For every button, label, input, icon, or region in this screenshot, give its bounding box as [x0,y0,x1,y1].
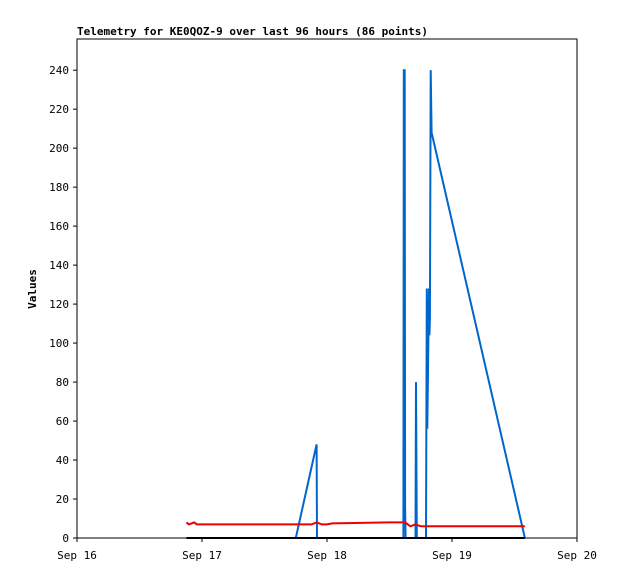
y-tick-label: 60 [56,415,69,428]
x-axis-ticks: Sep 16 Sep 17 Sep 18 Sep 19 Sep 20 [57,538,597,562]
y-tick-label: 120 [49,298,69,311]
y-tick-label: 20 [56,493,69,506]
y-tick-label: 180 [49,181,69,194]
y-tick-label: 100 [49,337,69,350]
y-tick-label: 240 [49,64,69,77]
y-axis-ticks: 0 20 40 60 80 100 120 140 160 180 200 220 240 [49,64,77,545]
series-line-1 [294,69,526,539]
y-axis-label: Values [26,269,39,309]
chart-title: Telemetry for KE0QOZ-9 over last 96 hour… [77,25,428,38]
x-tick-label: Sep 18 [307,549,347,562]
y-tick-label: 220 [49,103,69,116]
x-tick-label: Sep 17 [182,549,222,562]
y-tick-label: 140 [49,259,69,272]
y-tick-label: 200 [49,142,69,155]
series-layer [185,69,526,539]
x-tick-label: Sep 20 [557,549,597,562]
y-tick-label: 40 [56,454,69,467]
plot-area [76,38,578,539]
y-tick-label: 0 [62,532,69,545]
series-line-2 [185,521,525,528]
y-tick-label: 80 [56,376,69,389]
x-tick-label: Sep 19 [432,549,472,562]
x-tick-label: Sep 16 [57,549,97,562]
y-tick-label: 160 [49,220,69,233]
